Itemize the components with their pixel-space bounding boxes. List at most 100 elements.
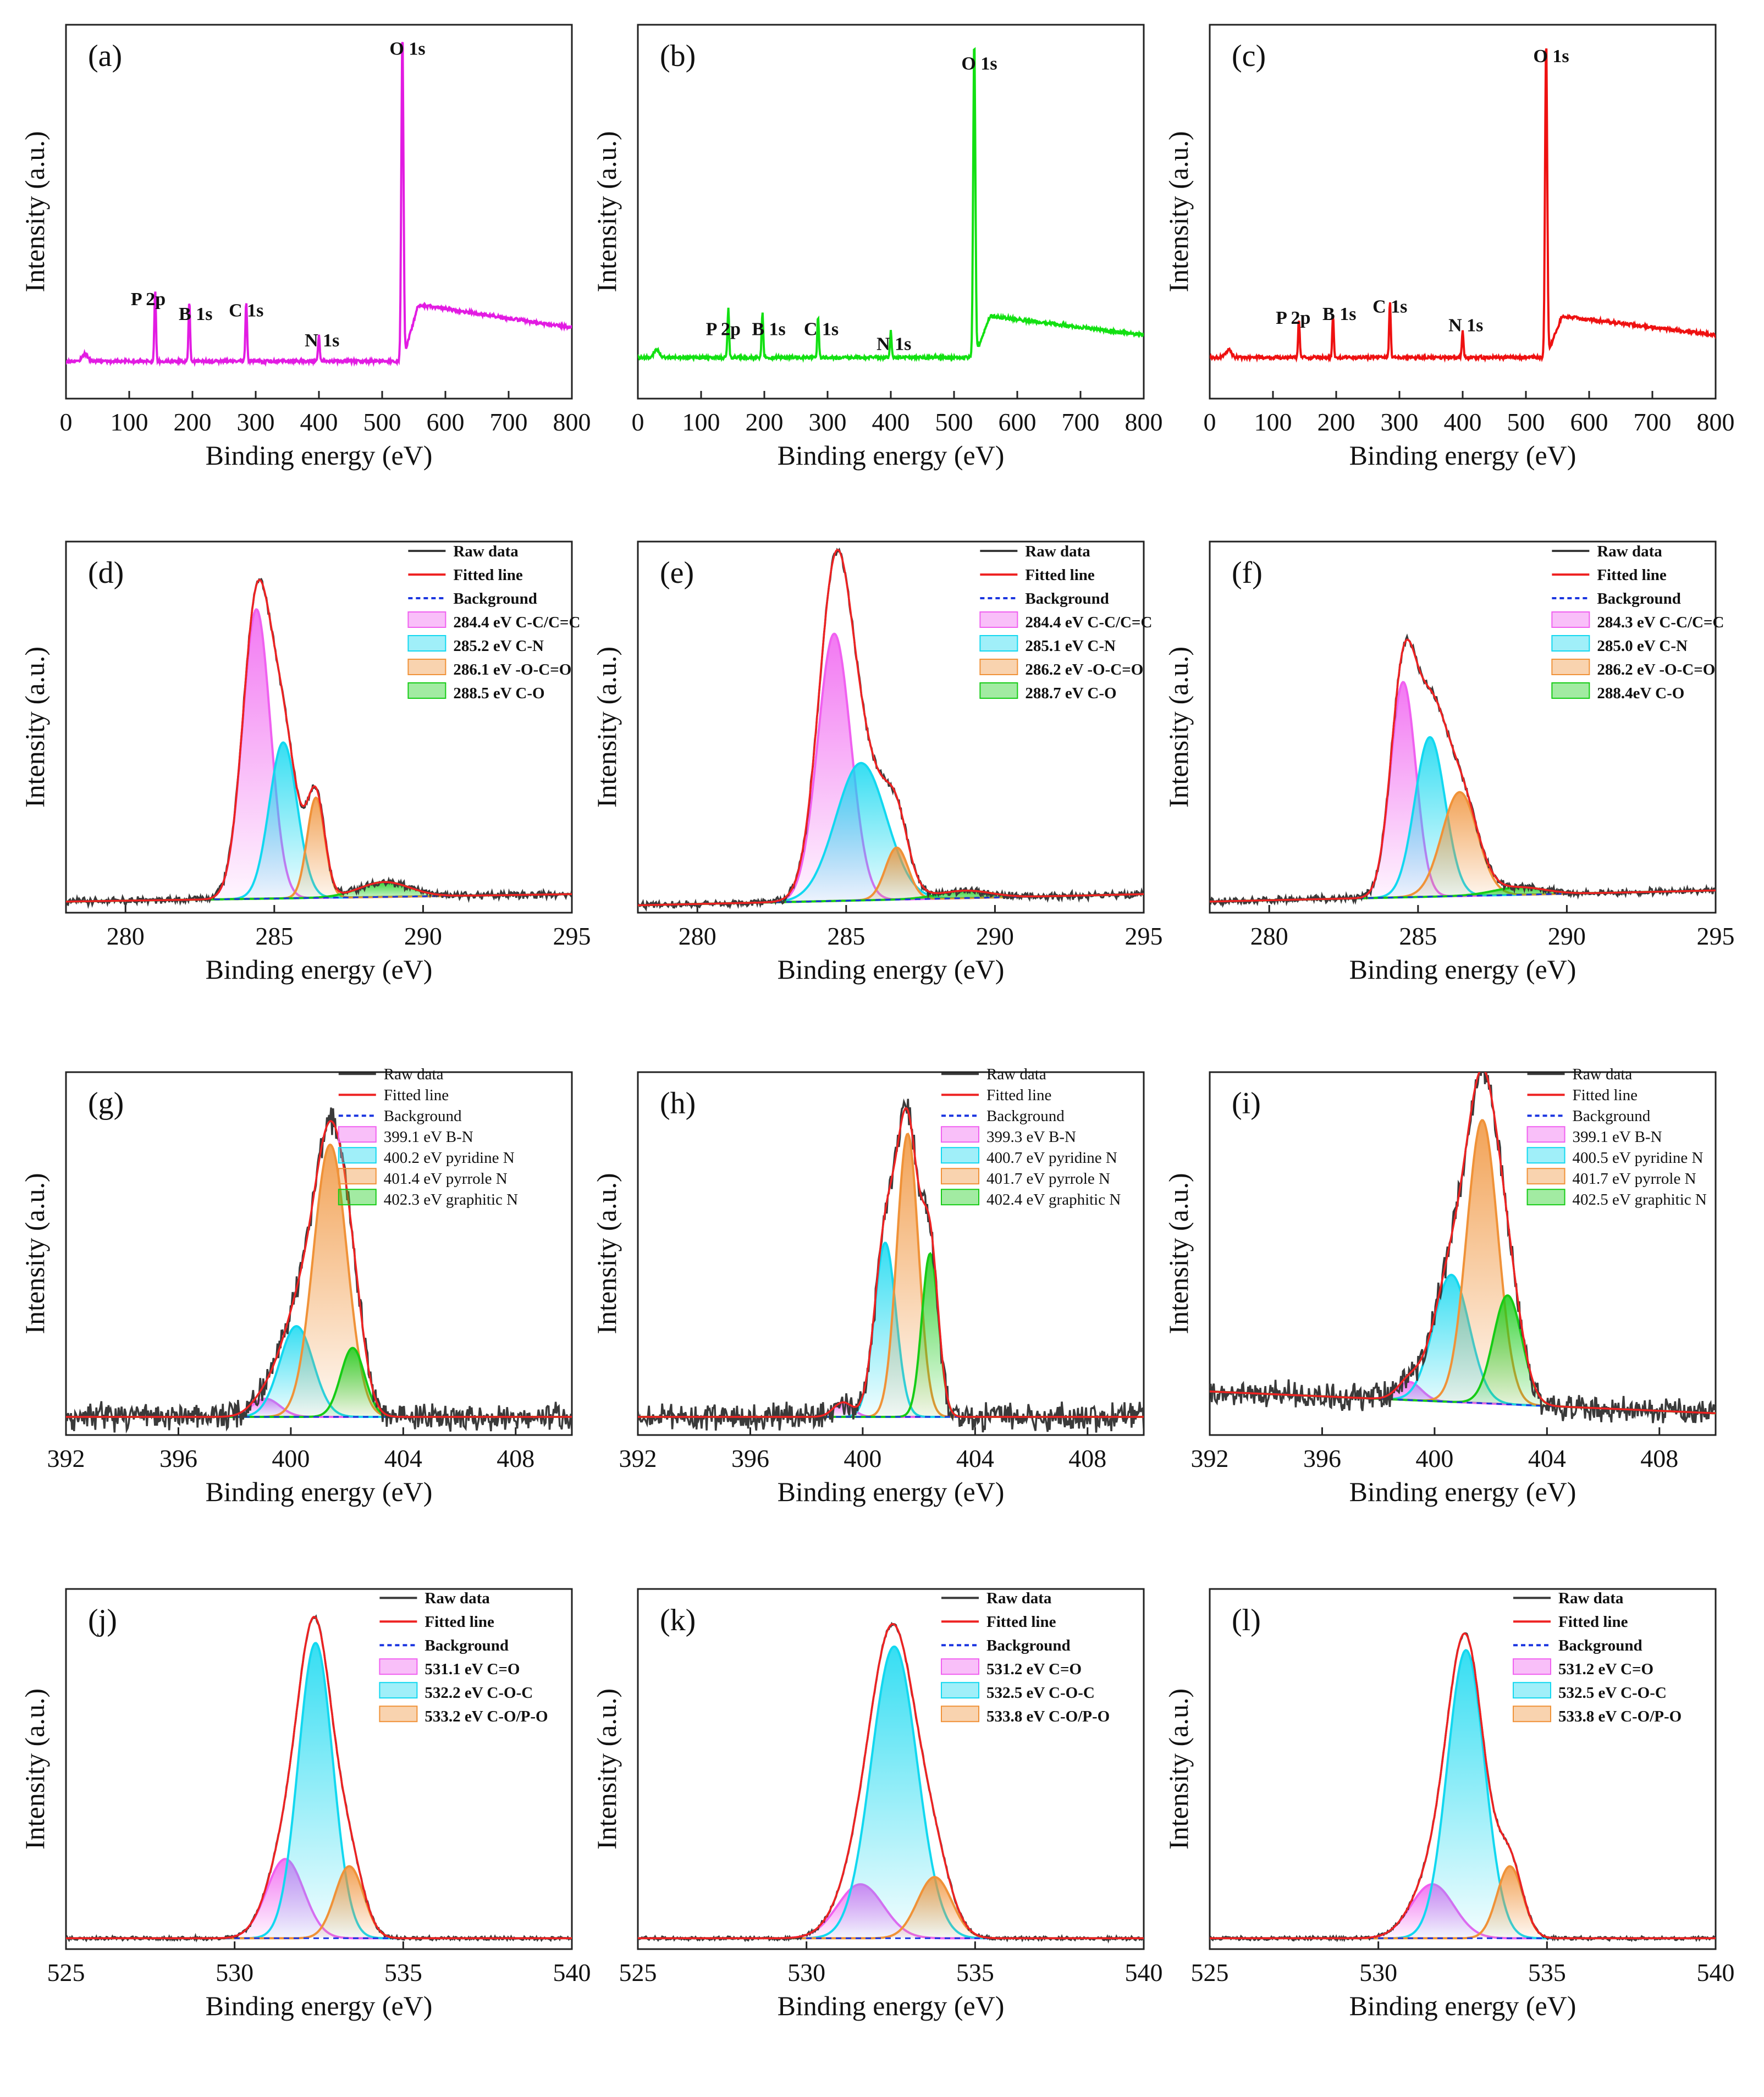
y-axis-title: Intensity (a.u.) bbox=[1163, 131, 1194, 293]
panel-label: (d) bbox=[88, 556, 124, 590]
legend-swatch-box bbox=[379, 1658, 418, 1675]
x-tick-label: 500 bbox=[1507, 408, 1545, 436]
legend-label: 399.3 eV B-N bbox=[986, 1128, 1076, 1146]
y-axis-title: Intensity (a.u.) bbox=[591, 647, 622, 808]
x-tick-label: 295 bbox=[1697, 922, 1735, 950]
legend-label: 286.2 eV -O-C=O bbox=[1597, 661, 1715, 678]
legend-label: Background bbox=[1025, 590, 1109, 608]
plot-frame bbox=[637, 540, 1145, 914]
panel-g: 392 396 400 404 408 Binding energy (eV) Intens… bbox=[19, 1066, 573, 1507]
x-tick-label: 290 bbox=[976, 922, 1014, 950]
x-tick-label: 392 bbox=[1191, 1444, 1229, 1472]
legend-swatch-box bbox=[407, 635, 446, 652]
x-tick-label: 540 bbox=[553, 1958, 591, 1986]
legend-label: 288.5 eV C-O bbox=[453, 685, 544, 702]
y-axis-title: Intensity (a.u.) bbox=[591, 131, 622, 293]
component-fill bbox=[1210, 1120, 1716, 1414]
legend-label: 399.1 eV B-N bbox=[384, 1128, 473, 1146]
x-axis-title: Binding energy (eV) bbox=[778, 954, 1005, 985]
x-tick-label: 500 bbox=[363, 408, 401, 436]
x-tick-label: 600 bbox=[1570, 408, 1608, 436]
legend-swatch-box bbox=[941, 1126, 979, 1143]
x-tick-label: 100 bbox=[111, 408, 148, 436]
x-tick-label: 535 bbox=[384, 1958, 422, 1986]
panel-label: (l) bbox=[1232, 1603, 1261, 1637]
x-tick-label: 535 bbox=[956, 1958, 994, 1986]
panel-e: 280 285 290 295 Binding energy (eV) Intensity… bbox=[591, 540, 1163, 985]
x-tick-label: 540 bbox=[1697, 1958, 1735, 1986]
x-tick-label: 200 bbox=[746, 408, 784, 436]
panel-label: (j) bbox=[88, 1603, 117, 1637]
x-tick-label: 400 bbox=[872, 408, 910, 436]
x-tick-label: 392 bbox=[47, 1444, 85, 1472]
peak-label: P 2p bbox=[131, 289, 166, 310]
x-tick-label: 408 bbox=[497, 1444, 534, 1472]
legend-label: Background bbox=[1573, 1107, 1651, 1125]
legend-swatch-box bbox=[1526, 1147, 1565, 1164]
legend-swatch-box bbox=[1513, 1682, 1551, 1699]
legend-label: Background bbox=[986, 1637, 1071, 1654]
legend-swatch-box bbox=[941, 1706, 979, 1723]
legend-label: Fitted line bbox=[1025, 566, 1095, 584]
legend-label: 286.1 eV -O-C=O bbox=[453, 661, 571, 678]
legend-swatch-box bbox=[1551, 611, 1590, 628]
fitted-line bbox=[638, 549, 1144, 907]
legend-label: 284.4 eV C-C/C=C bbox=[1025, 614, 1152, 631]
x-axis-title: Binding energy (eV) bbox=[778, 1476, 1005, 1507]
legend-swatch-box bbox=[979, 635, 1018, 652]
x-tick-label: 530 bbox=[216, 1958, 253, 1986]
plot-area bbox=[1210, 1072, 1716, 1423]
x-axis-title: Binding energy (eV) bbox=[206, 1476, 433, 1507]
x-tick-label: 800 bbox=[1125, 408, 1163, 436]
x-tick-label: 400 bbox=[272, 1444, 310, 1472]
legend-label: Raw data bbox=[453, 543, 519, 560]
x-tick-label: 290 bbox=[404, 922, 442, 950]
panel-label: (g) bbox=[88, 1086, 124, 1121]
legend-label: 532.5 eV C-O-C bbox=[1558, 1684, 1667, 1702]
plot-area bbox=[66, 1614, 572, 1943]
x-tick-label: 280 bbox=[107, 922, 145, 950]
panel-j: 525 530 535 540 Binding energy (eV) Intensity… bbox=[19, 1588, 591, 2021]
x-tick-label: 404 bbox=[956, 1444, 994, 1472]
legend: Raw data Fitted line Background 399.1 eV B-… bbox=[1526, 1066, 1707, 1208]
plot-area bbox=[1210, 48, 1716, 363]
panel-b: 0 100 200 300 400 500 600 700 800 Binding energy … bbox=[591, 24, 1163, 471]
legend-label: 285.0 eV C-N bbox=[1597, 637, 1688, 655]
legend-label: Fitted line bbox=[453, 566, 523, 584]
x-tick-label: 0 bbox=[1204, 408, 1216, 436]
fitted-line bbox=[66, 578, 572, 903]
legend-swatch-box bbox=[979, 659, 1018, 675]
panel-label: (k) bbox=[660, 1603, 696, 1637]
panel-c: 0 100 200 300 400 500 600 700 800 Binding energy … bbox=[1163, 24, 1735, 471]
x-tick-label: 535 bbox=[1528, 1958, 1566, 1986]
x-tick-label: 0 bbox=[60, 408, 73, 436]
x-tick-label: 404 bbox=[384, 1444, 422, 1472]
peak-label: P 2p bbox=[1276, 308, 1310, 328]
x-tick-label: 400 bbox=[844, 1444, 881, 1472]
plot-area bbox=[1210, 633, 1716, 908]
x-axis-title: Binding energy (eV) bbox=[1349, 1476, 1576, 1507]
x-tick-label: 600 bbox=[999, 408, 1037, 436]
component-fill bbox=[1210, 792, 1716, 902]
legend-label: 288.7 eV C-O bbox=[1025, 685, 1116, 702]
plot-area bbox=[638, 47, 1144, 363]
x-tick-label: 408 bbox=[1640, 1444, 1678, 1472]
plot-frame bbox=[65, 1071, 573, 1436]
peak-label: O 1s bbox=[389, 38, 425, 59]
x-tick-label: 530 bbox=[787, 1958, 825, 1986]
legend-label: Background bbox=[425, 1637, 509, 1654]
component-fill bbox=[66, 797, 572, 902]
panel-f: 280 285 290 295 Binding energy (eV) Intensity… bbox=[1163, 540, 1735, 985]
x-tick-label: 285 bbox=[255, 922, 293, 950]
y-axis-title: Intensity (a.u.) bbox=[19, 1173, 50, 1334]
plot-frame bbox=[1209, 540, 1717, 914]
legend-label: Fitted line bbox=[384, 1086, 449, 1104]
fitted-line bbox=[638, 1107, 1144, 1418]
legend-label: Raw data bbox=[986, 1066, 1046, 1083]
peak-label: N 1s bbox=[877, 334, 911, 355]
peak-label: B 1s bbox=[752, 319, 785, 339]
raw-data-line bbox=[66, 1107, 572, 1434]
legend-label: 288.4eV C-O bbox=[1597, 685, 1684, 702]
plot-area bbox=[66, 41, 572, 367]
